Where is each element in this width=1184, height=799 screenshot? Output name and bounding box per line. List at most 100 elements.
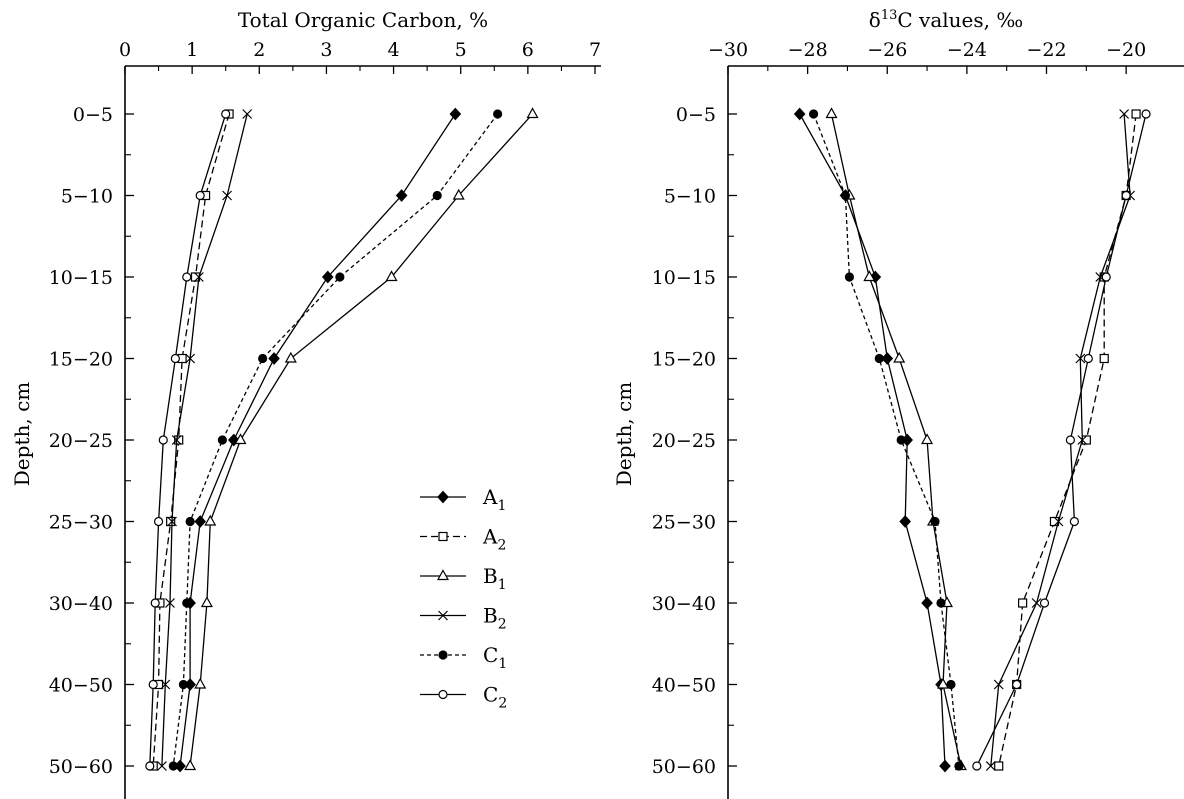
delta13c-depth-chart: −30 −28 −26 −24 −22 −20 0−5 5−10 10−15 15−20 20−25…	[612, 8, 1184, 799]
y-tick-label: 0−5	[676, 104, 716, 126]
data-point	[158, 435, 168, 445]
data-point	[1075, 353, 1086, 364]
x-tick-label: 7	[589, 39, 601, 61]
data-point	[145, 761, 155, 771]
data-point	[921, 596, 933, 610]
data-point	[939, 759, 951, 773]
x-tick-label: −28	[788, 39, 828, 61]
y-tick-label: 10−15	[652, 267, 716, 289]
y-tick-label: 30−40	[49, 593, 113, 615]
legend-label-main: C	[483, 643, 498, 667]
data-point	[170, 353, 180, 364]
legend-marker	[438, 531, 448, 542]
data-point	[1081, 435, 1091, 445]
y-tick-label: 15−20	[652, 349, 716, 371]
legend-label-subscript: 1	[498, 577, 507, 593]
x-axis-title-prefix: δ	[869, 8, 881, 32]
data-point	[242, 109, 253, 119]
legend-label-main: A	[482, 525, 498, 549]
data-point	[222, 190, 232, 201]
data-point	[200, 596, 213, 608]
data-point	[268, 352, 280, 365]
y-tick-label: 15−20	[49, 349, 113, 371]
data-point	[840, 190, 851, 201]
data-point	[526, 107, 539, 119]
x-tick-label: 0	[119, 39, 131, 61]
data-point	[153, 516, 164, 527]
series-line	[812, 113, 960, 767]
data-point	[844, 272, 855, 282]
data-point	[1039, 598, 1050, 608]
data-point	[221, 109, 231, 119]
x-tick-label: −20	[1106, 39, 1146, 61]
data-point	[1065, 435, 1075, 445]
data-point	[493, 109, 503, 119]
series-b1	[184, 107, 539, 771]
series-line	[990, 113, 1131, 767]
data-point	[994, 761, 1004, 771]
x-tick-label: −26	[867, 39, 907, 61]
data-point	[194, 515, 207, 528]
y-tick-label: 0−5	[73, 104, 113, 126]
x-axis-title: δ13C values, ‰	[869, 8, 1023, 32]
legend-marker	[437, 490, 449, 504]
series-b2	[157, 109, 253, 771]
data-point	[193, 272, 204, 282]
x-axis-title: Total Organic Carbon, %	[238, 8, 488, 32]
y-tick-label: 30−40	[652, 593, 716, 615]
data-point	[893, 351, 906, 363]
data-point	[936, 598, 946, 608]
data-point	[182, 598, 192, 608]
data-point	[432, 190, 442, 201]
data-point	[178, 679, 189, 690]
data-point	[166, 516, 176, 527]
x-tick-label: 5	[455, 39, 467, 61]
x-tick-label: 1	[186, 39, 198, 61]
y-tick-label: 25−30	[49, 512, 113, 534]
legend-label: A2	[482, 525, 506, 554]
legend-entry: C1	[420, 643, 507, 672]
series-c1	[808, 109, 964, 771]
x-axis-title-superscript: 13	[881, 8, 898, 23]
data-point	[921, 433, 934, 445]
data-point	[395, 189, 408, 202]
y-tick-label: 40−50	[652, 675, 716, 697]
data-point	[1119, 109, 1130, 119]
legend-label: A1	[482, 485, 506, 514]
legend-label-main: B	[483, 604, 498, 628]
data-point	[954, 761, 964, 771]
data-point	[167, 516, 177, 527]
data-point	[825, 107, 838, 119]
y-tick-label: 20−25	[49, 430, 113, 452]
x-tick-label: −30	[708, 39, 748, 61]
data-point	[168, 761, 178, 771]
x-tick-label: 4	[388, 39, 400, 61]
legend-entry: B1	[420, 564, 507, 593]
y-tick-label: 5−10	[61, 186, 113, 208]
data-point	[1031, 598, 1042, 608]
y-axis-title: Depth, cm	[10, 382, 34, 487]
series-c2	[972, 109, 1151, 771]
x-tick-label: 3	[320, 39, 332, 61]
data-point	[930, 516, 940, 527]
data-point	[150, 598, 160, 608]
data-point	[936, 677, 950, 689]
data-point	[899, 515, 911, 528]
data-point	[185, 516, 195, 527]
data-point	[881, 352, 894, 365]
data-point	[946, 679, 956, 690]
y-tick-label: 40−50	[49, 675, 113, 697]
data-point	[449, 107, 462, 121]
data-point	[1141, 109, 1151, 119]
toc-depth-chart: 0 1 2 3 4 5 6 7 0−5 5−10 10−15 15−20 20−25 25−30 30−40…	[10, 8, 601, 799]
data-point	[174, 435, 184, 445]
legend-marker	[438, 610, 448, 621]
data-point	[793, 107, 806, 121]
data-point	[258, 353, 268, 364]
legend-label-main: A	[482, 485, 498, 509]
data-point	[874, 353, 884, 364]
y-axis-title: Depth, cm	[612, 382, 636, 487]
data-point	[863, 270, 876, 282]
legend-label-subscript: 2	[497, 538, 506, 554]
